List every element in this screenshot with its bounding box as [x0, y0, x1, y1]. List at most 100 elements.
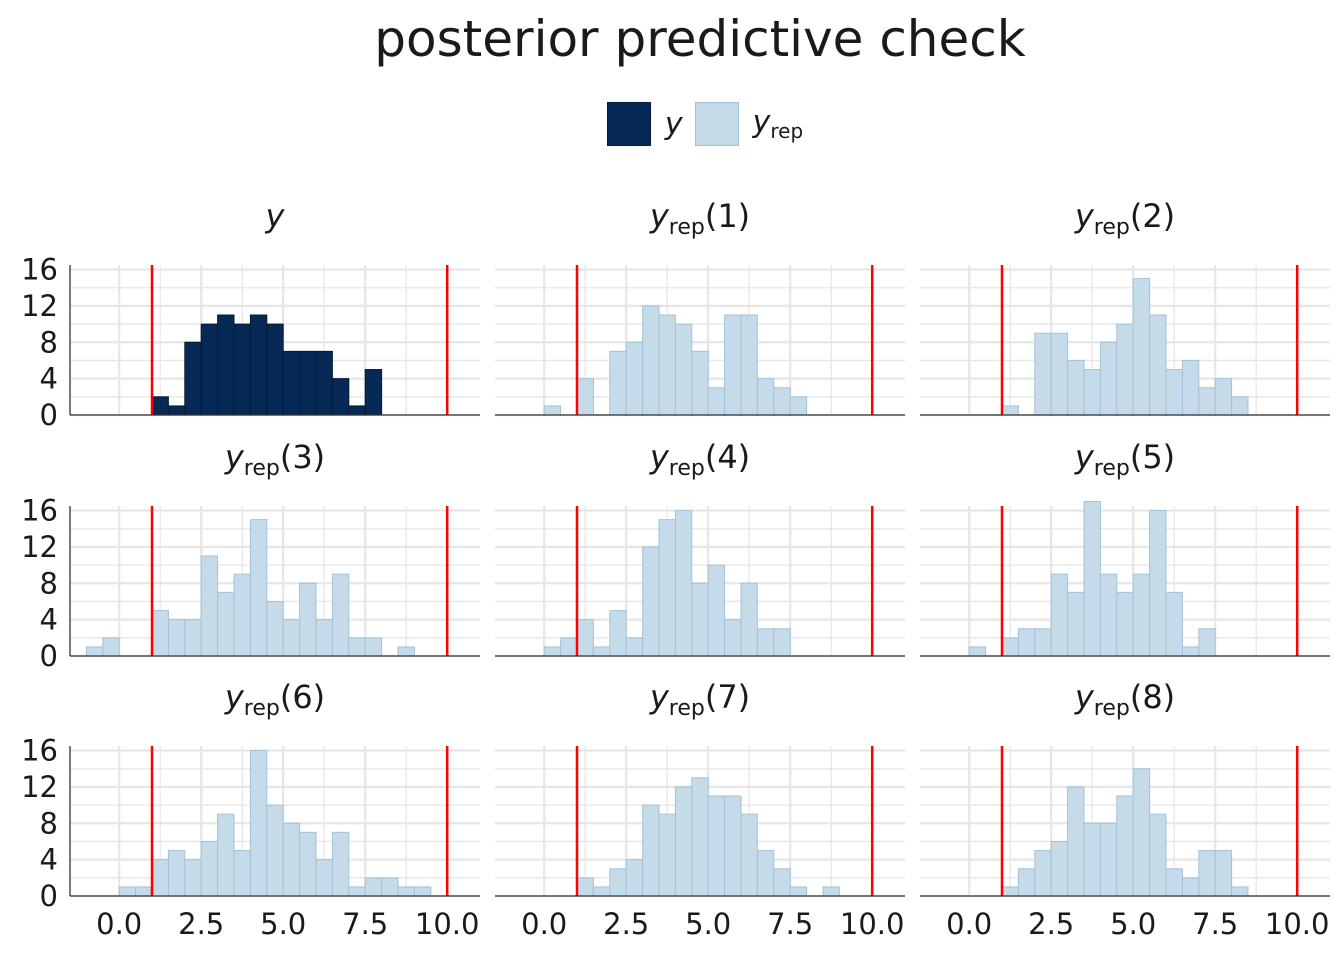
x-tick-label: 7.5: [1192, 907, 1238, 941]
histogram-bar: [674, 786, 693, 897]
histogram-bar: [1198, 850, 1216, 897]
histogram-bar: [413, 886, 432, 897]
histogram-bar: [543, 405, 562, 416]
facet-panel-2: yrep(1): [495, 197, 905, 417]
legend: y yrep: [0, 100, 1344, 148]
x-tick-label: 0.0: [96, 907, 142, 941]
histogram-bar: [364, 637, 383, 657]
histogram-bar: [348, 637, 366, 657]
facet-strip-label: yrep(6): [224, 678, 325, 721]
strip-label-sub: rep: [669, 456, 705, 481]
x-tick-label: 2.5: [178, 907, 224, 941]
histogram-bar: [691, 350, 709, 416]
strip-label-sub: rep: [1094, 215, 1130, 240]
histogram-bar: [299, 582, 317, 657]
histogram-bar: [1181, 646, 1200, 657]
histogram-bar: [1181, 359, 1200, 416]
histogram-bar: [1116, 323, 1134, 416]
facet-panel-9: 0.0 2.5 5.0 7.5 10.0 yrep(8): [920, 678, 1330, 941]
histogram-bar: [609, 868, 627, 897]
histogram-bar: [184, 619, 202, 657]
histogram-bar: [348, 405, 366, 416]
histogram-bar: [1050, 840, 1069, 897]
x-tick-label: 5.0: [1110, 907, 1156, 941]
histogram-bar: [184, 341, 202, 416]
histogram-bar: [233, 850, 251, 897]
legend-item-y: y: [606, 102, 683, 146]
histogram-bar: [773, 868, 791, 897]
histogram-bar: [397, 886, 415, 897]
facet-strip-label: yrep(5): [1074, 438, 1175, 481]
histogram-bar: [315, 619, 333, 657]
histogram-bar: [674, 510, 693, 657]
histogram-bar: [315, 350, 333, 416]
histogram-bar: [674, 323, 693, 416]
histogram-bar: [642, 305, 660, 416]
y-tick-label: 16: [21, 253, 58, 287]
facet-strip-label: y: [265, 197, 286, 235]
strip-label-suffix: (5): [1130, 438, 1175, 476]
histogram-bar: [691, 582, 709, 657]
histogram-bar: [217, 813, 235, 897]
strip-label-base: y: [649, 678, 670, 716]
histogram-bar: [1116, 795, 1134, 897]
histogram-bar: [200, 323, 219, 416]
histogram-bar: [576, 619, 594, 657]
histogram-bar: [740, 314, 758, 416]
facet-strip-label: yrep(2): [1074, 197, 1175, 240]
histogram-bar: [740, 582, 758, 657]
facet-panel-8: 0.0 2.5 5.0 7.5 10.0 yrep(7): [495, 678, 905, 941]
y-tick-label: 4: [40, 362, 58, 396]
facet-strip-label: yrep(8): [1074, 678, 1175, 721]
x-tick-label: 2.5: [603, 907, 649, 941]
histogram-bar: [331, 573, 350, 657]
strip-label-base: y: [224, 438, 245, 476]
strip-label-base: y: [224, 678, 245, 716]
histogram-bar: [1034, 850, 1052, 897]
histogram-bar: [560, 637, 578, 657]
strip-label-sub: rep: [244, 696, 280, 721]
histogram-bar: [118, 886, 137, 897]
histogram-bar: [1165, 868, 1183, 897]
histogram-bar: [167, 850, 186, 897]
histogram-bar: [609, 610, 627, 657]
histogram-bar: [543, 646, 562, 657]
histogram-bar: [1231, 886, 1249, 897]
histogram-bar: [1017, 628, 1036, 657]
x-tick-label: 7.5: [767, 907, 813, 941]
y-tick-label: 16: [21, 734, 58, 768]
histogram-bar: [1149, 314, 1167, 416]
histogram-bar: [625, 637, 644, 657]
histogram-bar: [266, 323, 284, 416]
histogram-bar: [592, 886, 611, 897]
x-tick-label: 5.0: [685, 907, 731, 941]
histogram-bar: [707, 795, 726, 897]
strip-label-sub: rep: [1094, 696, 1130, 721]
histogram-bar: [707, 387, 726, 416]
x-tick-label: 10.0: [415, 907, 480, 941]
legend-label-yrep: yrep: [752, 105, 804, 143]
facet-strip-label: yrep(4): [649, 438, 750, 481]
y-tick-label: 0: [40, 398, 58, 432]
histogram-bar: [1132, 768, 1151, 897]
histogram-bar: [1214, 850, 1233, 897]
strip-label-suffix: (4): [705, 438, 750, 476]
x-tick-label: 2.5: [1028, 907, 1074, 941]
histogram-bar: [968, 646, 987, 657]
histogram-bar: [756, 378, 775, 416]
histogram-bar: [1132, 278, 1151, 416]
histogram-bar: [1017, 868, 1036, 897]
legend-swatch-y: [606, 102, 651, 146]
strip-label-sub: rep: [244, 456, 280, 481]
histogram-bar: [233, 323, 251, 416]
histogram-bar: [773, 387, 791, 416]
histogram-bar: [167, 405, 186, 416]
histogram-bar: [1198, 628, 1216, 657]
histogram-bar: [822, 886, 840, 897]
histogram-bar: [576, 877, 594, 897]
strip-label-base: y: [649, 197, 670, 235]
histogram-bar: [397, 646, 415, 657]
histogram-bar: [609, 350, 627, 416]
histogram-bar: [1116, 591, 1134, 657]
